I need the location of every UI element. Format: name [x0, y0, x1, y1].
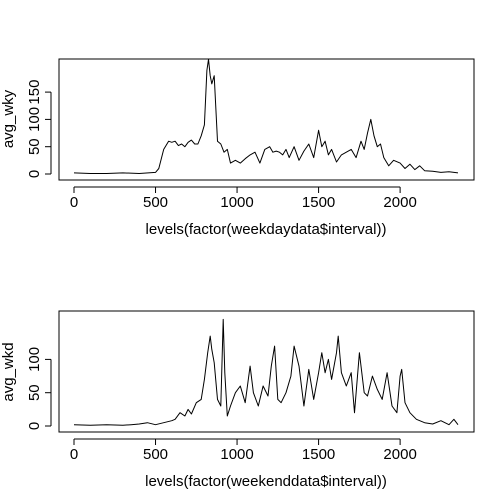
weekend-y-tick-label: 100 [26, 347, 43, 372]
weekday-y-axis: 0 50 100 150 [26, 80, 52, 178]
weekend-x-axis: 0 500 1000 1500 2000 [70, 438, 417, 463]
weekday-x-tick-label: 2000 [383, 194, 416, 211]
weekend-xlabel: levels(factor(weekenddata$interval)) [145, 473, 387, 490]
weekday-ylabel: avg_wky [0, 89, 17, 148]
weekday-y-tick-label: 50 [26, 138, 43, 155]
weekend-x-tick-label: 0 [70, 446, 78, 463]
weekend-plot-box [58, 310, 475, 433]
weekday-x-tick-label: 1500 [302, 194, 335, 211]
weekend-x-tick-label: 500 [143, 446, 168, 463]
weekday-y-tick-label: 0 [26, 170, 43, 178]
weekend-panel: 0 50 100 0 500 1000 1500 2000 avg_wkd levels(f… [0, 310, 475, 490]
weekend-y-tick-label: 50 [26, 384, 43, 401]
weekend-x-tick-label: 1500 [302, 446, 335, 463]
weekday-y-tick-label: 150 [26, 80, 43, 105]
weekday-x-axis: 0 500 1000 1500 2000 [70, 186, 417, 211]
weekday-x-tick-label: 0 [70, 194, 78, 211]
weekday-y-tick-label: 100 [26, 107, 43, 132]
weekend-x-tick-label: 2000 [383, 446, 416, 463]
weekend-x-tick-label: 1000 [220, 446, 253, 463]
weekday-plot-box [58, 58, 475, 181]
weekend-ylabel: avg_wkd [0, 342, 17, 401]
weekend-series-line [73, 318, 459, 426]
weekend-y-axis: 0 50 100 [26, 347, 52, 430]
weekday-x-tick-label: 1000 [220, 194, 253, 211]
weekday-x-tick-label: 500 [143, 194, 168, 211]
weekday-series-line [73, 58, 459, 174]
weekend-y-tick-label: 0 [26, 422, 43, 430]
weekday-panel: 0 50 100 150 0 500 1000 1500 2000 avg_wky level… [0, 58, 475, 238]
weekday-xlabel: levels(factor(weekdaydata$interval)) [146, 221, 387, 238]
